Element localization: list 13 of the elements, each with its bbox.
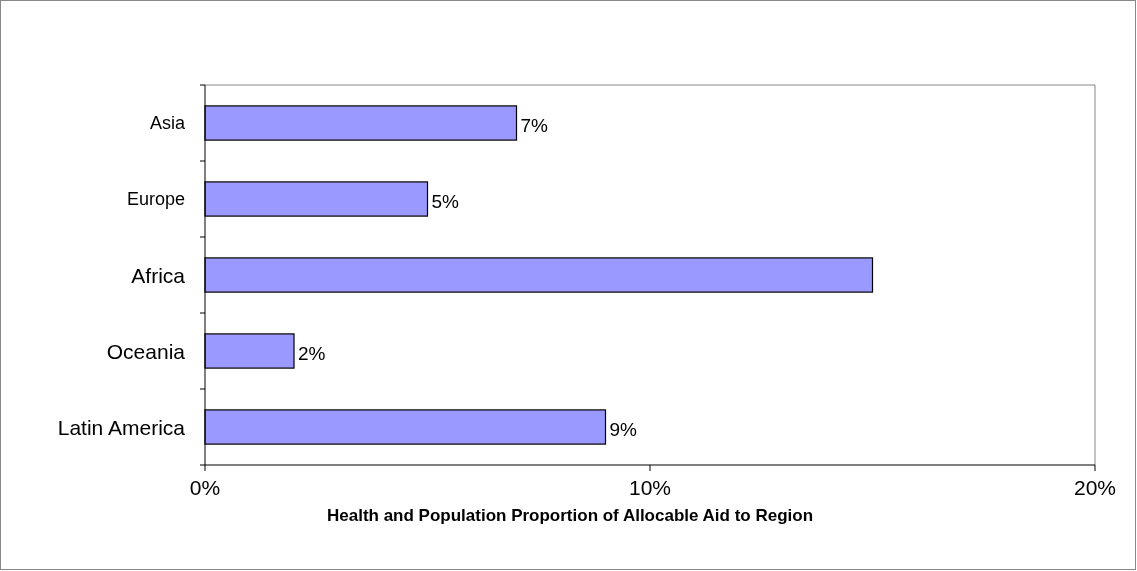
data-label: 2%: [298, 342, 326, 364]
y-tick-label: Oceania: [106, 339, 186, 363]
x-tick-label: 20%: [1073, 476, 1117, 499]
y-tick-label: Africa: [131, 263, 186, 287]
data-label: 7%: [520, 114, 549, 136]
data-label: 9%: [609, 418, 638, 440]
x-tick-label: 0%: [189, 476, 221, 499]
data-label: 5%: [431, 190, 460, 212]
x-axis-title: Health and Population Proportion of Allocable Aid to Region: [326, 506, 814, 525]
y-tick-label: Latin America: [57, 415, 186, 439]
x-tick-label: 10%: [628, 476, 672, 499]
y-tick-label: Europe: [126, 189, 185, 209]
y-tick-label: Asia: [149, 113, 186, 133]
